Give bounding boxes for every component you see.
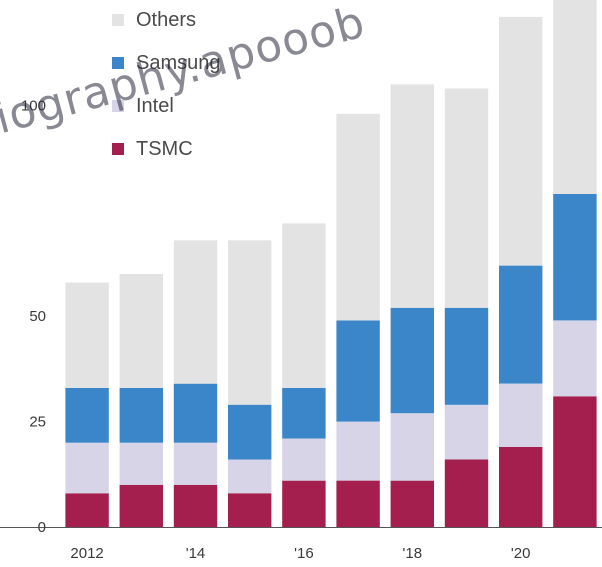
legend-swatch-others — [112, 14, 124, 26]
bar-others-2019 — [444, 88, 489, 308]
x-tick-label: '16 — [294, 545, 314, 562]
bar-tsmc-2016 — [282, 480, 326, 527]
bar-intel-2014 — [173, 442, 218, 485]
bar-samsung-2019 — [444, 307, 489, 405]
bar-others-2014 — [173, 240, 218, 384]
y-tick-label: 50 — [29, 308, 46, 325]
bar-intel-2013 — [119, 442, 163, 485]
legend-swatch-intel — [112, 100, 124, 112]
x-axis: 2012 '14 '16 '18 '20 — [70, 545, 530, 562]
bar-others-2020 — [499, 16, 543, 266]
legend-swatch-samsung — [112, 57, 124, 69]
bar-others-2018 — [390, 84, 434, 308]
bar-samsung-2012 — [65, 387, 109, 443]
bar-others-2016 — [282, 223, 326, 388]
bar-samsung-2015 — [228, 404, 272, 460]
bar-samsung-2013 — [119, 387, 163, 443]
legend-swatch-tsmc — [112, 143, 124, 155]
bar-intel-2019 — [444, 404, 489, 460]
bar-others-2013 — [119, 274, 163, 388]
bar-tsmc-2017 — [336, 480, 380, 527]
bar-samsung-2021 — [553, 193, 597, 321]
bar-intel-2021 — [553, 320, 597, 397]
bar-samsung-2017 — [336, 320, 380, 422]
bar-intel-2018 — [390, 413, 434, 481]
bar-intel-2015 — [228, 459, 272, 494]
x-tick-label: 2012 — [70, 545, 103, 562]
legend-label-others: Others — [136, 9, 196, 31]
bar-tsmc-2013 — [119, 484, 163, 527]
legend-label-samsung: Samsung — [136, 52, 221, 74]
bar-others-2015 — [228, 240, 272, 405]
bar-tsmc-2014 — [173, 484, 218, 527]
x-tick-label: '20 — [511, 545, 531, 562]
bar-intel-2016 — [282, 438, 326, 481]
y-tick-label: 100 — [21, 97, 46, 114]
bar-samsung-2014 — [173, 383, 218, 443]
bar-tsmc-2015 — [228, 493, 272, 527]
y-tick-label: 0 — [38, 519, 46, 536]
bar-intel-2017 — [336, 421, 380, 481]
x-tick-label: '14 — [186, 545, 206, 562]
bar-samsung-2020 — [499, 265, 543, 384]
bar-intel-2020 — [499, 383, 543, 447]
bar-samsung-2016 — [282, 387, 326, 439]
bar-tsmc-2020 — [499, 446, 543, 527]
bars-layer — [0, 0, 602, 528]
bar-others-2012 — [65, 282, 109, 388]
y-tick-label: 25 — [29, 414, 46, 431]
bar-others-2017 — [336, 113, 380, 321]
legend-label-intel: Intel — [136, 95, 174, 117]
bar-intel-2012 — [65, 442, 109, 494]
x-tick-label: '18 — [403, 545, 423, 562]
bar-tsmc-2019 — [444, 459, 489, 527]
y-axis: 0 25 50 100 — [21, 97, 46, 536]
legend-label-tsmc: TSMC — [136, 138, 193, 160]
bar-samsung-2018 — [390, 307, 434, 414]
bar-tsmc-2012 — [65, 493, 109, 527]
bar-tsmc-2018 — [390, 480, 434, 527]
bar-others-2021 — [553, 0, 597, 194]
legend: Others Samsung Intel TSMC — [112, 9, 221, 160]
bar-tsmc-2021 — [553, 396, 597, 527]
